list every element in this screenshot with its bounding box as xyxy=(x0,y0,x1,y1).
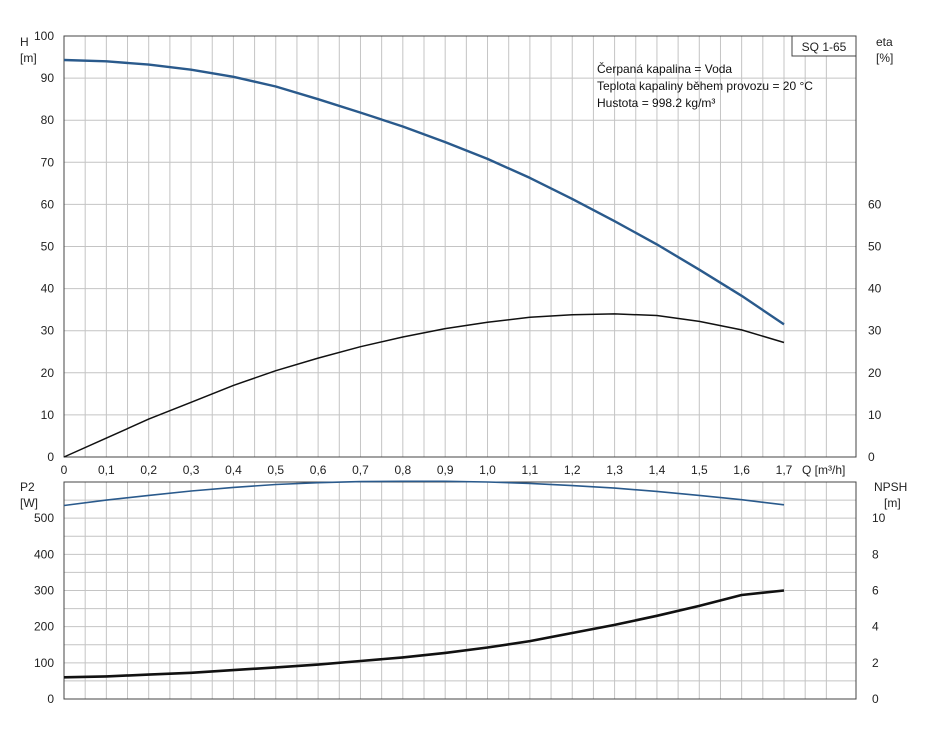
y-right-tick-label: 40 xyxy=(868,282,882,296)
y-right-tick-label: 60 xyxy=(868,197,882,211)
x-tick-label: 1,6 xyxy=(733,463,750,477)
y-left-tick-label: 10 xyxy=(41,408,55,422)
y-right-tick-label: 8 xyxy=(872,547,879,561)
y-right-tick-label: 2 xyxy=(872,656,879,670)
x-tick-label: 1,1 xyxy=(522,463,539,477)
x-tick-label: 0,1 xyxy=(98,463,115,477)
plot-frame-top xyxy=(63,35,857,458)
y-left-tick-label: 300 xyxy=(34,584,54,598)
y-left-tick-label: 100 xyxy=(34,29,54,43)
y-right-axis-unit: [%] xyxy=(876,51,893,65)
y-left-axis-label: H xyxy=(20,35,29,49)
x-tick-label: 0,7 xyxy=(352,463,369,477)
x-tick-label: 1,5 xyxy=(691,463,708,477)
y-right-axis-label: eta xyxy=(876,35,893,49)
y-right-tick-label: 6 xyxy=(872,584,879,598)
chart-title: SQ 1-65 xyxy=(802,40,847,54)
power-curve xyxy=(63,480,785,507)
y-left-tick-label: 500 xyxy=(34,511,54,525)
x-tick-label: 1,2 xyxy=(564,463,581,477)
y-left-tick-label: 80 xyxy=(41,113,55,127)
y-left-tick-label: 100 xyxy=(34,656,54,670)
y-left-axis-unit: [W] xyxy=(20,496,38,510)
x-tick-label: 0,5 xyxy=(267,463,284,477)
info-line: Hustota = 998.2 kg/m³ xyxy=(597,96,715,110)
x-tick-label: 0,8 xyxy=(394,463,411,477)
x-tick-label: 1,7 xyxy=(776,463,793,477)
y-left-tick-label: 40 xyxy=(41,282,55,296)
x-tick-label: 0,4 xyxy=(225,463,242,477)
y-left-tick-label: 90 xyxy=(41,71,55,85)
y-left-tick-label: 30 xyxy=(41,324,55,338)
title-box xyxy=(791,35,857,57)
y-left-tick-label: 0 xyxy=(47,450,54,464)
y-right-tick-label: 4 xyxy=(872,620,879,634)
info-line: Teplota kapaliny během provozu = 20 °C xyxy=(597,79,813,93)
y-right-tick-label: 0 xyxy=(872,692,879,706)
x-tick-label: 1,0 xyxy=(479,463,496,477)
efficiency-curve xyxy=(63,313,785,458)
y-right-axis-label: NPSH xyxy=(874,480,907,494)
x-tick-label: 0,2 xyxy=(140,463,157,477)
y-left-tick-label: 60 xyxy=(41,197,55,211)
head-curve xyxy=(63,58,785,326)
npsh-curve xyxy=(63,589,785,679)
y-right-tick-label: 20 xyxy=(868,366,882,380)
y-right-tick-label: 50 xyxy=(868,240,882,254)
y-left-axis-label: P2 xyxy=(20,480,35,494)
x-tick-label: 1,3 xyxy=(606,463,623,477)
y-right-tick-label: 10 xyxy=(872,511,886,525)
y-left-tick-label: 20 xyxy=(41,366,55,380)
y-right-tick-label: 30 xyxy=(868,324,882,338)
info-line: Čerpaná kapalina = Voda xyxy=(597,61,732,76)
y-left-axis-unit: [m] xyxy=(20,51,37,65)
y-left-tick-label: 200 xyxy=(34,620,54,634)
x-axis-label: Q [m³/h] xyxy=(802,463,845,477)
y-left-tick-label: 0 xyxy=(47,692,54,706)
y-right-tick-label: 10 xyxy=(868,408,882,422)
y-right-tick-label: 0 xyxy=(868,450,875,464)
x-tick-label: 0,9 xyxy=(437,463,454,477)
x-tick-label: 1,4 xyxy=(649,463,666,477)
y-right-axis-unit: [m] xyxy=(884,496,901,510)
x-tick-label: 0,3 xyxy=(183,463,200,477)
x-tick-label: 0,6 xyxy=(310,463,327,477)
y-left-tick-label: 70 xyxy=(41,155,55,169)
y-left-tick-label: 400 xyxy=(34,547,54,561)
x-tick-label: 0 xyxy=(61,463,68,477)
y-left-tick-label: 50 xyxy=(41,240,55,254)
